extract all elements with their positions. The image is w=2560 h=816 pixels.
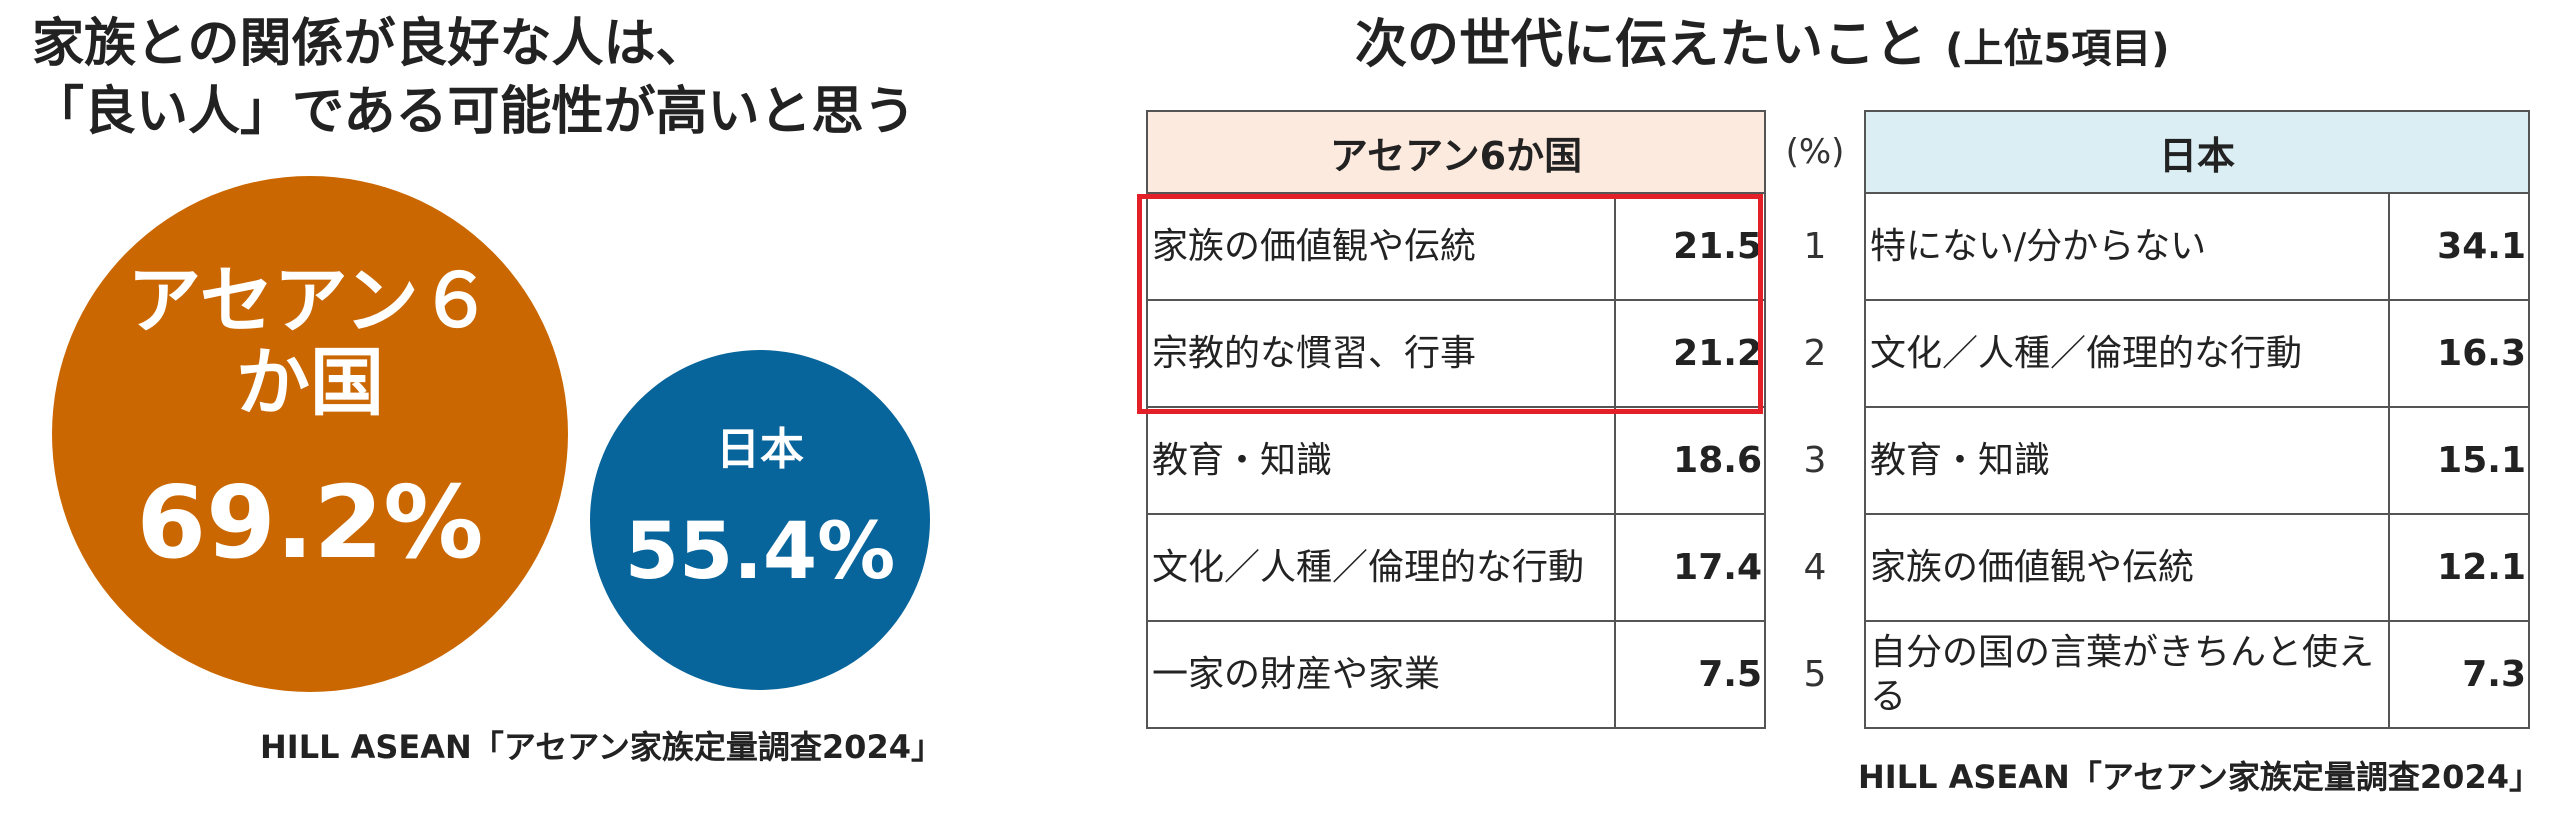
asean-item: 一家の財産や家業 bbox=[1146, 620, 1616, 729]
japan-value: 15.1 bbox=[2388, 406, 2530, 515]
asean-value: 7.5 bbox=[1614, 620, 1766, 729]
asean-bubble-label: アセアン６か国 bbox=[127, 258, 493, 426]
right-source-note: HILL ASEAN「アセアン家族定量調査2024」 bbox=[1858, 758, 2541, 796]
japan-item: 家族の価値観や伝統 bbox=[1864, 513, 2390, 622]
rank-number: 3 bbox=[1803, 440, 1827, 481]
asean-item: 教育・知識 bbox=[1146, 406, 1616, 515]
japan-value: 7.3 bbox=[2388, 620, 2530, 729]
rank-number: 4 bbox=[1803, 547, 1827, 588]
left-chart-title: 家族との関係が良好な人は、 「良い人」である可能性が高いと思う bbox=[32, 10, 1092, 146]
table-row: 教育・知識 18.6 3 教育・知識 15.1 bbox=[1146, 406, 2530, 515]
right-title-sub: (上位5項目) bbox=[1945, 26, 2170, 72]
table-row: 宗教的な慣習、行事 21.2 2 文化／人種／倫理的な行動 16.3 bbox=[1146, 299, 2530, 408]
asean-value: 21.5 bbox=[1614, 192, 1766, 301]
rank-number: 5 bbox=[1803, 654, 1827, 695]
header-unit: (%) bbox=[1785, 132, 1845, 172]
left-title-line-1: 家族との関係が良好な人は、 bbox=[32, 14, 708, 74]
japan-bubble: 日本 55.4% bbox=[590, 350, 930, 690]
top-two-highlight-box bbox=[1137, 194, 1763, 414]
asean-item: 文化／人種／倫理的な行動 bbox=[1146, 513, 1616, 622]
rank-number: 2 bbox=[1803, 333, 1827, 374]
japan-value: 16.3 bbox=[2388, 299, 2530, 408]
japan-item: 自分の国の言葉がきちんと使える bbox=[1864, 620, 2390, 729]
asean-item: 家族の価値観や伝統 bbox=[1146, 192, 1616, 301]
asean-bubble: アセアン６か国 69.2% bbox=[52, 176, 568, 692]
japan-item: 文化／人種／倫理的な行動 bbox=[1864, 299, 2390, 408]
table-row: 家族の価値観や伝統 21.5 1 特にない/分からない 34.1 bbox=[1146, 192, 2530, 301]
japan-bubble-label: 日本 bbox=[716, 424, 804, 475]
right-title-main: 次の世代に伝えたいこと bbox=[1355, 15, 1928, 75]
asean-value: 21.2 bbox=[1614, 299, 1766, 408]
asean-value: 17.4 bbox=[1614, 513, 1766, 622]
table-row: 文化／人種／倫理的な行動 17.4 4 家族の価値観や伝統 12.1 bbox=[1146, 513, 2530, 622]
japan-value: 34.1 bbox=[2388, 192, 2530, 301]
japan-item: 特にない/分からない bbox=[1864, 192, 2390, 301]
asean-item: 宗教的な慣習、行事 bbox=[1146, 299, 1616, 408]
japan-value: 12.1 bbox=[2388, 513, 2530, 622]
right-chart-title: 次の世代に伝えたいこと (上位5項目) bbox=[1355, 10, 2170, 84]
japan-item: 教育・知識 bbox=[1864, 406, 2390, 515]
header-asean: アセアン6か国 bbox=[1146, 110, 1766, 194]
left-title-line-2: 「良い人」である可能性が高いと思う bbox=[32, 82, 916, 142]
japan-bubble-value: 55.4% bbox=[624, 507, 896, 597]
rank-number: 1 bbox=[1803, 226, 1827, 267]
asean-value: 18.6 bbox=[1614, 406, 1766, 515]
table-header-row: アセアン6か国 (%) 日本 bbox=[1146, 110, 2530, 194]
table-row: 一家の財産や家業 7.5 5 自分の国の言葉がきちんと使える 7.3 bbox=[1146, 620, 2530, 729]
asean-bubble-value: 69.2% bbox=[136, 464, 484, 581]
left-source-note: HILL ASEAN「アセアン家族定量調査2024」 bbox=[260, 728, 943, 766]
header-japan: 日本 bbox=[1864, 110, 2530, 194]
ranking-table: アセアン6か国 (%) 日本 家族の価値観や伝統 21.5 1 特にない/分から… bbox=[1146, 110, 2530, 729]
